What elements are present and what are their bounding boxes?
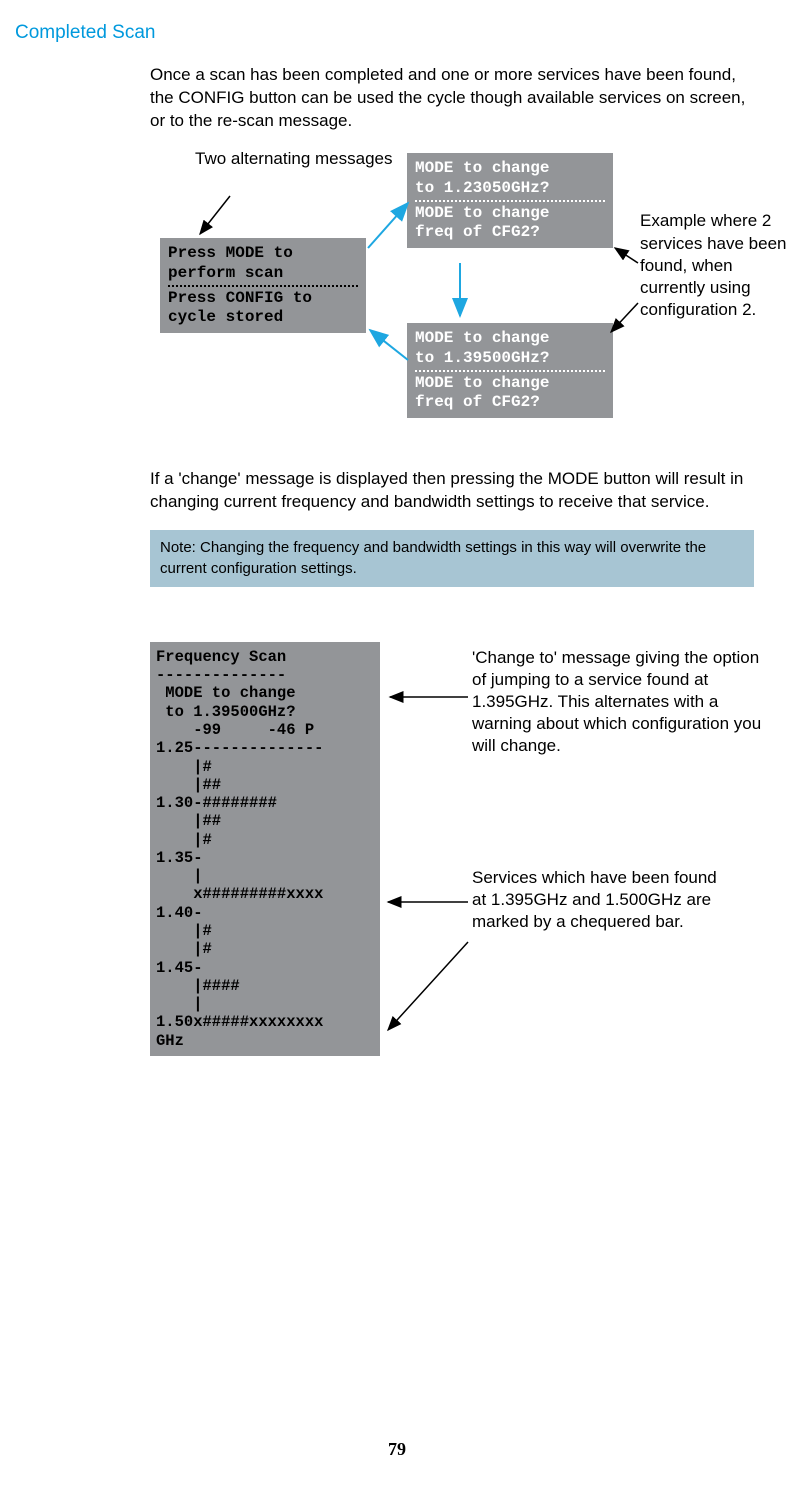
note-box: Note: Changing the frequency and bandwid… <box>150 530 754 587</box>
diagram-area: Two alternating messages Press MODE to p… <box>150 148 779 438</box>
scan-arrows <box>150 642 770 1072</box>
change-paragraph: If a 'change' message is displayed then … <box>150 468 754 514</box>
scan-area: Frequency Scan -------------- MODE to ch… <box>150 642 779 1056</box>
diagram-arrows <box>150 148 790 438</box>
intro-paragraph: Once a scan has been completed and one o… <box>150 64 754 133</box>
page-number: 79 <box>15 1437 779 1461</box>
section-title: Completed Scan <box>15 20 779 46</box>
